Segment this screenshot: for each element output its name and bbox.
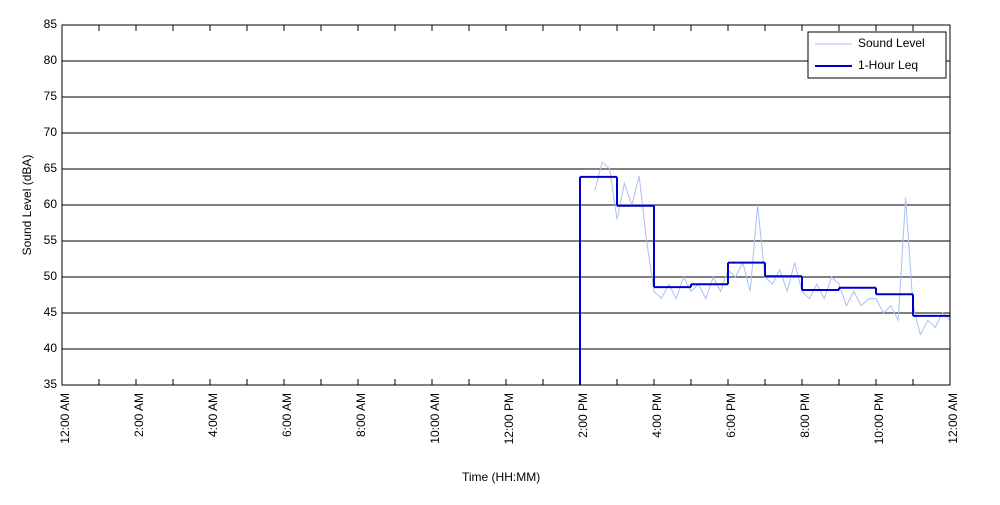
x-tick-label: 8:00 PM [798,393,812,438]
y-tick-label: 40 [44,341,58,355]
x-tick-label: 2:00 PM [576,393,590,438]
x-tick-label: 4:00 AM [206,393,220,437]
sound-level-line [594,160,951,336]
y-tick-label: 55 [44,233,58,247]
y-tick-label: 75 [44,89,58,103]
y-tick-label: 80 [44,53,58,67]
legend-box [807,31,947,79]
y-tick-label: 85 [44,17,58,31]
x-tick-label: 12:00 AM [58,393,72,444]
legend-label: 1-Hour Leq [858,58,918,72]
x-tick-label: 12:00 AM [946,393,960,444]
x-tick-label: 10:00 AM [428,393,442,444]
y-tick-label: 60 [44,197,58,211]
x-tick-label: 8:00 AM [354,393,368,437]
x-tick-label: 10:00 PM [872,393,886,444]
plot-frame [61,24,951,386]
y-tick-label: 70 [44,125,58,139]
legend-label: Sound Level [858,36,925,50]
x-axis-label: Time (HH:MM) [462,470,540,484]
y-tick-label: 45 [44,305,58,319]
y-tick-label: 35 [44,377,58,391]
x-tick-label: 4:00 PM [650,393,664,438]
x-tick-label: 2:00 AM [132,393,146,437]
x-tick-label: 6:00 AM [280,393,294,437]
x-tick-label: 6:00 PM [724,393,738,438]
y-tick-label: 50 [44,269,58,283]
x-tick-label: 12:00 PM [502,393,516,444]
y-tick-label: 65 [44,161,58,175]
y-axis-label: Sound Level (dBA) [20,155,34,256]
